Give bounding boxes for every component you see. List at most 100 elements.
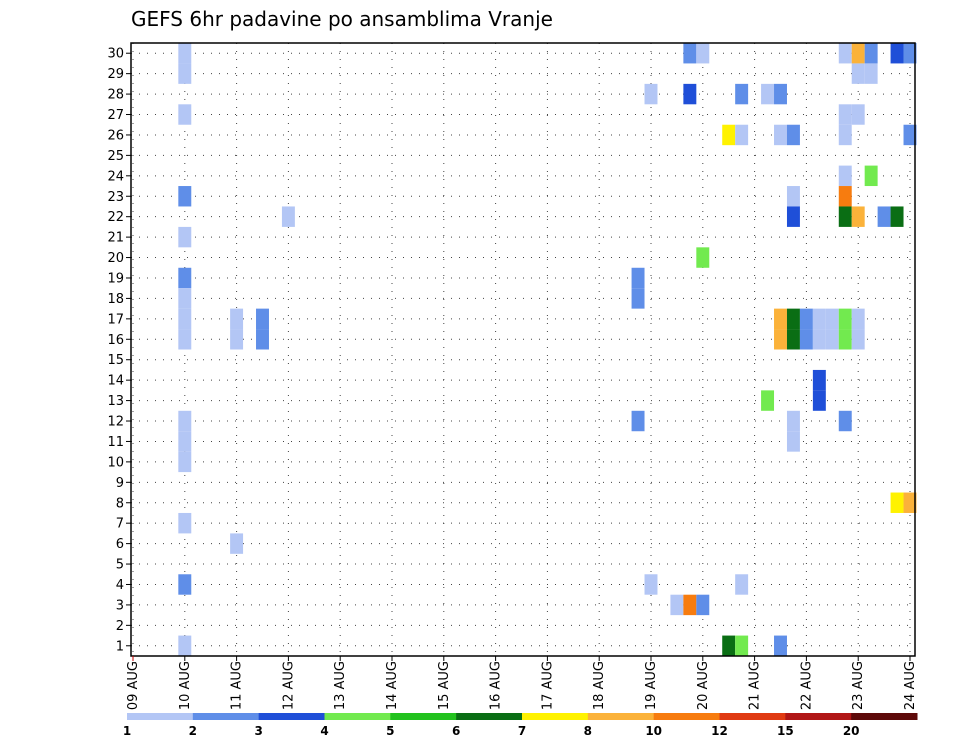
precip-cell [735,635,749,656]
x-tick-label: 22 AUG [799,661,814,710]
colorbar-label: 7 [518,724,526,738]
colorbar-swatch [587,713,655,720]
y-tick-label: 29 [107,67,124,82]
colorbar-label: 20 [843,724,860,738]
precip-cell [178,104,192,125]
x-tick-label: 10 AUG [178,661,193,710]
precip-cell [230,329,244,350]
y-tick-label: 17 [107,312,124,327]
precip-cell [178,288,192,309]
colorbar-swatch [456,713,523,720]
y-tick-label: 11 [107,435,124,450]
precip-cell [851,206,865,227]
y-tick-label: 22 [107,210,124,225]
precip-cell [631,288,645,309]
precip-cell [774,635,787,656]
colorbar-label: 2 [189,724,197,738]
precip-cell [281,206,295,227]
precip-cell [786,186,800,207]
precip-cell [838,206,852,227]
grid [131,43,915,656]
precip-cell [178,186,192,207]
y-tick-label: 4 [116,578,124,593]
colorbar-label: 4 [320,724,328,738]
y-tick-label: 19 [107,271,124,286]
precip-cell [178,431,192,452]
precip-cell [838,329,852,350]
precip-cell [786,431,800,452]
colorbar-swatch [653,713,720,720]
colorbar-label: 6 [452,724,460,738]
y-tick-label: 5 [116,558,124,573]
precip-cell [851,104,865,125]
precip-cell [786,206,800,227]
precip-cell [838,104,852,125]
colorbar-label: 8 [584,724,592,738]
precip-cell [178,512,192,534]
colorbar-swatch [719,713,786,720]
precip-cell [761,390,775,411]
y-tick-label: 10 [107,455,124,470]
precip-cell [838,186,852,207]
precip-cell [230,533,244,554]
precip-cell [631,267,645,289]
colorbar-label: 15 [777,724,794,738]
precip-cell [890,206,904,227]
precip-cell [812,369,826,391]
precip-cell [825,308,839,330]
precip-cell [178,574,192,595]
x-tick-label: 16 AUG [489,661,504,710]
precip-cell [631,410,645,432]
x-tick-label: 12 AUG [281,661,296,710]
colorbar-label: 10 [645,724,662,738]
precip-cell [903,492,917,513]
precip-cell [696,43,710,64]
precip-cell [838,43,852,64]
precip-cell [838,308,852,330]
precip-cell [838,124,852,146]
colorbar-swatch [785,713,852,720]
precip-cell [178,329,192,350]
y-tick-label: 2 [116,619,124,634]
precip-cell [799,329,813,350]
precip-cell [644,83,658,105]
precip-cell [851,329,865,350]
y-tick-label: 1 [116,639,124,654]
y-tick-label: 26 [107,128,124,143]
precip-cell [670,594,684,616]
y-tick-label: 3 [116,598,124,613]
y-axis: 1234567891011121314151617181920212223242… [107,47,131,654]
precip-cell [799,308,813,330]
precip-cell [786,410,800,432]
colorbar-swatch [127,713,194,720]
x-tick-label: 17 AUG [540,661,555,710]
x-tick-label: 15 AUG [437,661,452,710]
precip-cell [851,63,865,84]
x-tick-label: 13 AUG [333,661,348,710]
precip-cell [838,410,852,432]
precip-cell [256,329,269,350]
y-tick-label: 16 [107,333,124,348]
data-cells [178,43,917,656]
precip-cell [838,165,852,187]
precip-cell [786,124,800,146]
colorbar-swatch [522,713,589,720]
y-tick-label: 20 [107,251,124,266]
y-tick-label: 23 [107,190,124,205]
precip-cell [230,308,244,330]
precip-cell [864,165,878,187]
precip-cell [683,83,697,105]
precip-cell [786,329,800,350]
y-tick-label: 30 [107,47,124,62]
x-tick-label: 19 AUG [644,661,659,710]
precip-cell [178,63,192,84]
y-tick-label: 9 [116,476,124,491]
y-tick-label: 24 [107,169,124,184]
precip-cell [786,308,800,330]
x-tick-label: 18 AUG [592,661,607,710]
x-tick-label: 14 AUG [385,661,400,710]
x-tick-label: 23 AUG [851,661,866,710]
precip-cell [178,635,192,656]
precip-cell [735,574,749,595]
